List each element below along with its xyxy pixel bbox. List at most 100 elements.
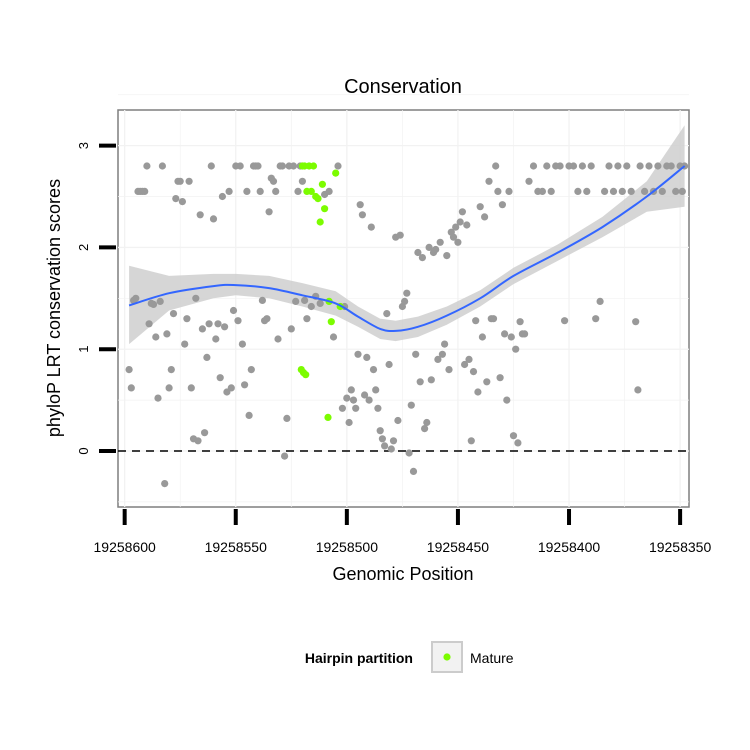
data-point	[343, 394, 351, 402]
data-point	[512, 345, 520, 353]
data-point	[454, 238, 462, 246]
data-point	[265, 208, 273, 216]
data-point	[632, 318, 640, 326]
data-point	[292, 297, 300, 305]
data-point	[403, 289, 411, 297]
data-point	[458, 208, 466, 216]
legend-label-mature: Mature	[470, 650, 514, 666]
data-point	[394, 416, 402, 425]
data-point	[387, 445, 395, 453]
data-point	[216, 374, 224, 382]
data-point	[243, 187, 251, 195]
data-point	[496, 374, 504, 382]
data-point	[163, 330, 171, 338]
data-point	[125, 366, 133, 374]
data-point	[338, 404, 346, 412]
data-point	[303, 315, 311, 323]
data-point	[418, 254, 426, 262]
data-point	[298, 177, 306, 185]
data-point	[452, 223, 460, 231]
x-tick-label: 19258450	[427, 539, 490, 555]
data-point	[634, 386, 642, 394]
data-point	[167, 366, 175, 374]
data-point	[269, 177, 278, 185]
data-point	[443, 252, 451, 260]
data-point	[356, 201, 364, 209]
data-point	[538, 187, 547, 195]
data-point	[596, 297, 604, 305]
data-point	[645, 162, 653, 170]
data-point	[636, 162, 644, 170]
data-point	[258, 296, 266, 304]
data-point	[409, 467, 418, 475]
confidence-ribbon-layer	[129, 125, 685, 345]
data-point	[609, 187, 618, 195]
data-point	[478, 333, 486, 341]
data-point	[205, 320, 213, 328]
data-point	[254, 162, 262, 170]
data-point	[181, 340, 189, 348]
data-point	[287, 325, 295, 333]
data-point	[227, 384, 235, 392]
data-point	[187, 384, 195, 392]
data-point	[416, 378, 424, 386]
data-point	[158, 162, 166, 170]
y-tick-label: 0	[76, 447, 91, 454]
data-point	[516, 318, 524, 326]
data-point	[209, 215, 218, 223]
data-point	[212, 335, 220, 343]
data-point	[423, 418, 431, 427]
data-point	[425, 243, 433, 251]
data-point	[658, 187, 666, 195]
data-point	[521, 330, 529, 338]
data-point	[449, 233, 458, 241]
data-point	[345, 418, 353, 427]
data-point	[476, 203, 484, 211]
data-point	[618, 187, 626, 195]
data-point	[492, 162, 500, 170]
data-point	[225, 187, 233, 195]
smooth-line-layer	[128, 165, 686, 333]
data-point	[145, 320, 153, 328]
confidence-ribbon	[129, 125, 685, 345]
data-point	[141, 187, 149, 195]
data-point	[463, 221, 471, 229]
data-point	[156, 297, 164, 305]
data-point	[407, 401, 415, 409]
data-point	[421, 425, 429, 433]
data-point	[605, 162, 613, 170]
data-point	[283, 414, 291, 422]
data-point	[485, 177, 493, 185]
data-point	[352, 404, 360, 412]
mature-point	[302, 371, 310, 379]
mature-point	[314, 195, 322, 203]
data-point	[236, 162, 244, 170]
data-point	[489, 315, 498, 323]
data-point	[654, 162, 662, 170]
data-point	[192, 294, 200, 302]
data-point	[132, 294, 140, 302]
data-point	[278, 162, 286, 170]
data-point	[143, 162, 151, 170]
data-point	[325, 187, 333, 195]
data-point	[361, 391, 369, 399]
y-tick-label: 1	[76, 346, 91, 353]
data-point	[149, 300, 158, 308]
data-point	[172, 195, 180, 203]
mature-point	[318, 180, 326, 188]
data-point	[241, 381, 249, 389]
data-point	[234, 317, 242, 325]
data-point	[307, 302, 315, 311]
data-point	[678, 187, 686, 195]
data-point	[601, 187, 609, 195]
data-point	[469, 368, 478, 376]
data-point	[641, 187, 649, 195]
data-point	[432, 245, 440, 254]
data-point	[161, 480, 169, 488]
data-point	[185, 177, 193, 185]
data-point	[441, 340, 449, 348]
data-point	[438, 350, 446, 358]
data-point	[272, 187, 280, 195]
data-point	[623, 162, 631, 170]
data-point	[183, 315, 191, 323]
